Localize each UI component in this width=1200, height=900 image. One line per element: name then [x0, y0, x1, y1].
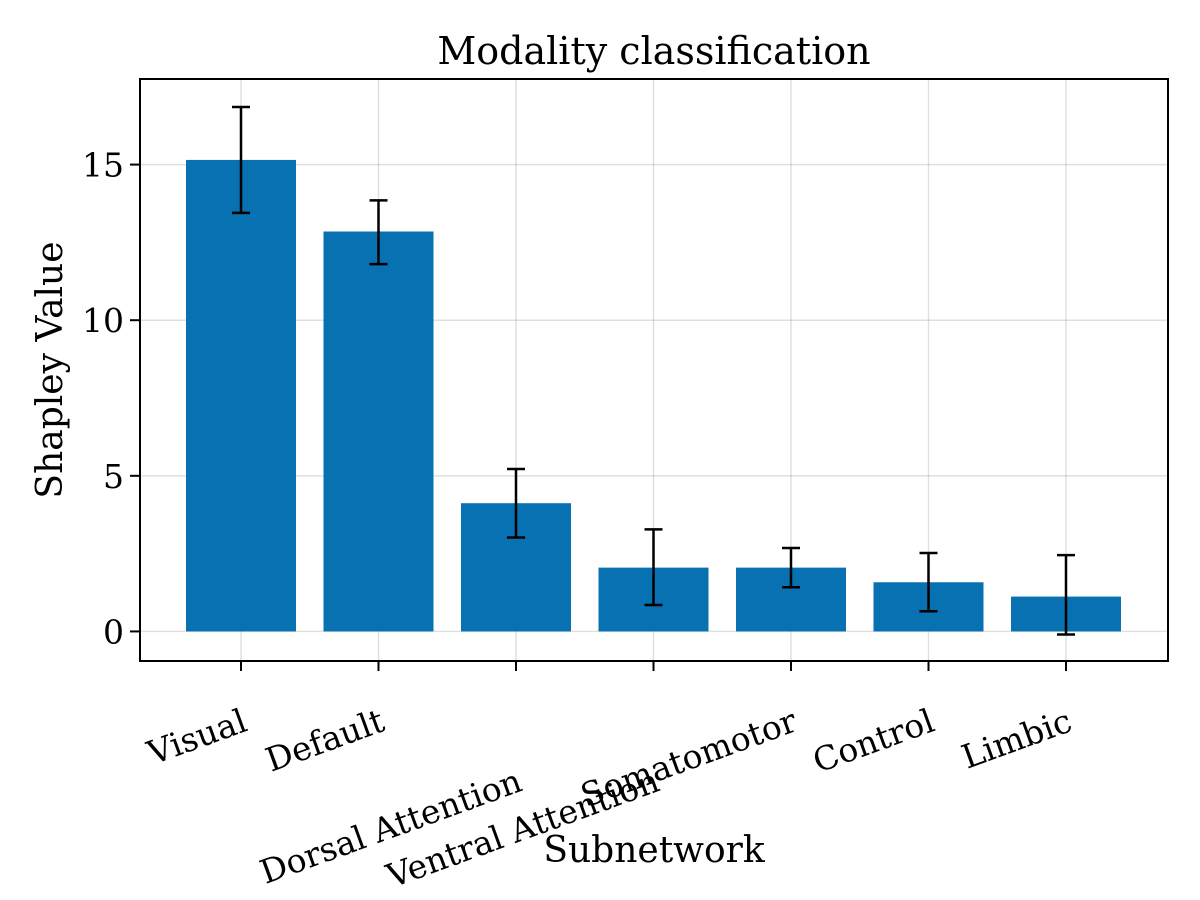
y-tick-label: 5 — [103, 457, 124, 496]
y-axis-label: Shapley Value — [30, 241, 71, 498]
x-axis-label: Subnetwork — [543, 830, 766, 871]
y-tick-label: 10 — [82, 301, 124, 340]
y-tick-label: 15 — [82, 146, 124, 185]
x-tick-label: Visual — [141, 701, 251, 773]
error-bars — [232, 105, 1075, 636]
bars — [186, 159, 1121, 632]
y-axis: 0 5 10 15 — [82, 146, 140, 651]
chart-title: Modality classification — [437, 29, 870, 73]
bar — [323, 231, 434, 632]
x-tick-label: Default — [260, 701, 389, 780]
x-tick-label: Control — [808, 701, 940, 781]
x-tick-label: Limbic — [956, 701, 1076, 777]
bar — [186, 159, 296, 632]
y-tick-label: 0 — [103, 612, 124, 651]
x-tick-label: Somatomotor — [575, 701, 802, 815]
